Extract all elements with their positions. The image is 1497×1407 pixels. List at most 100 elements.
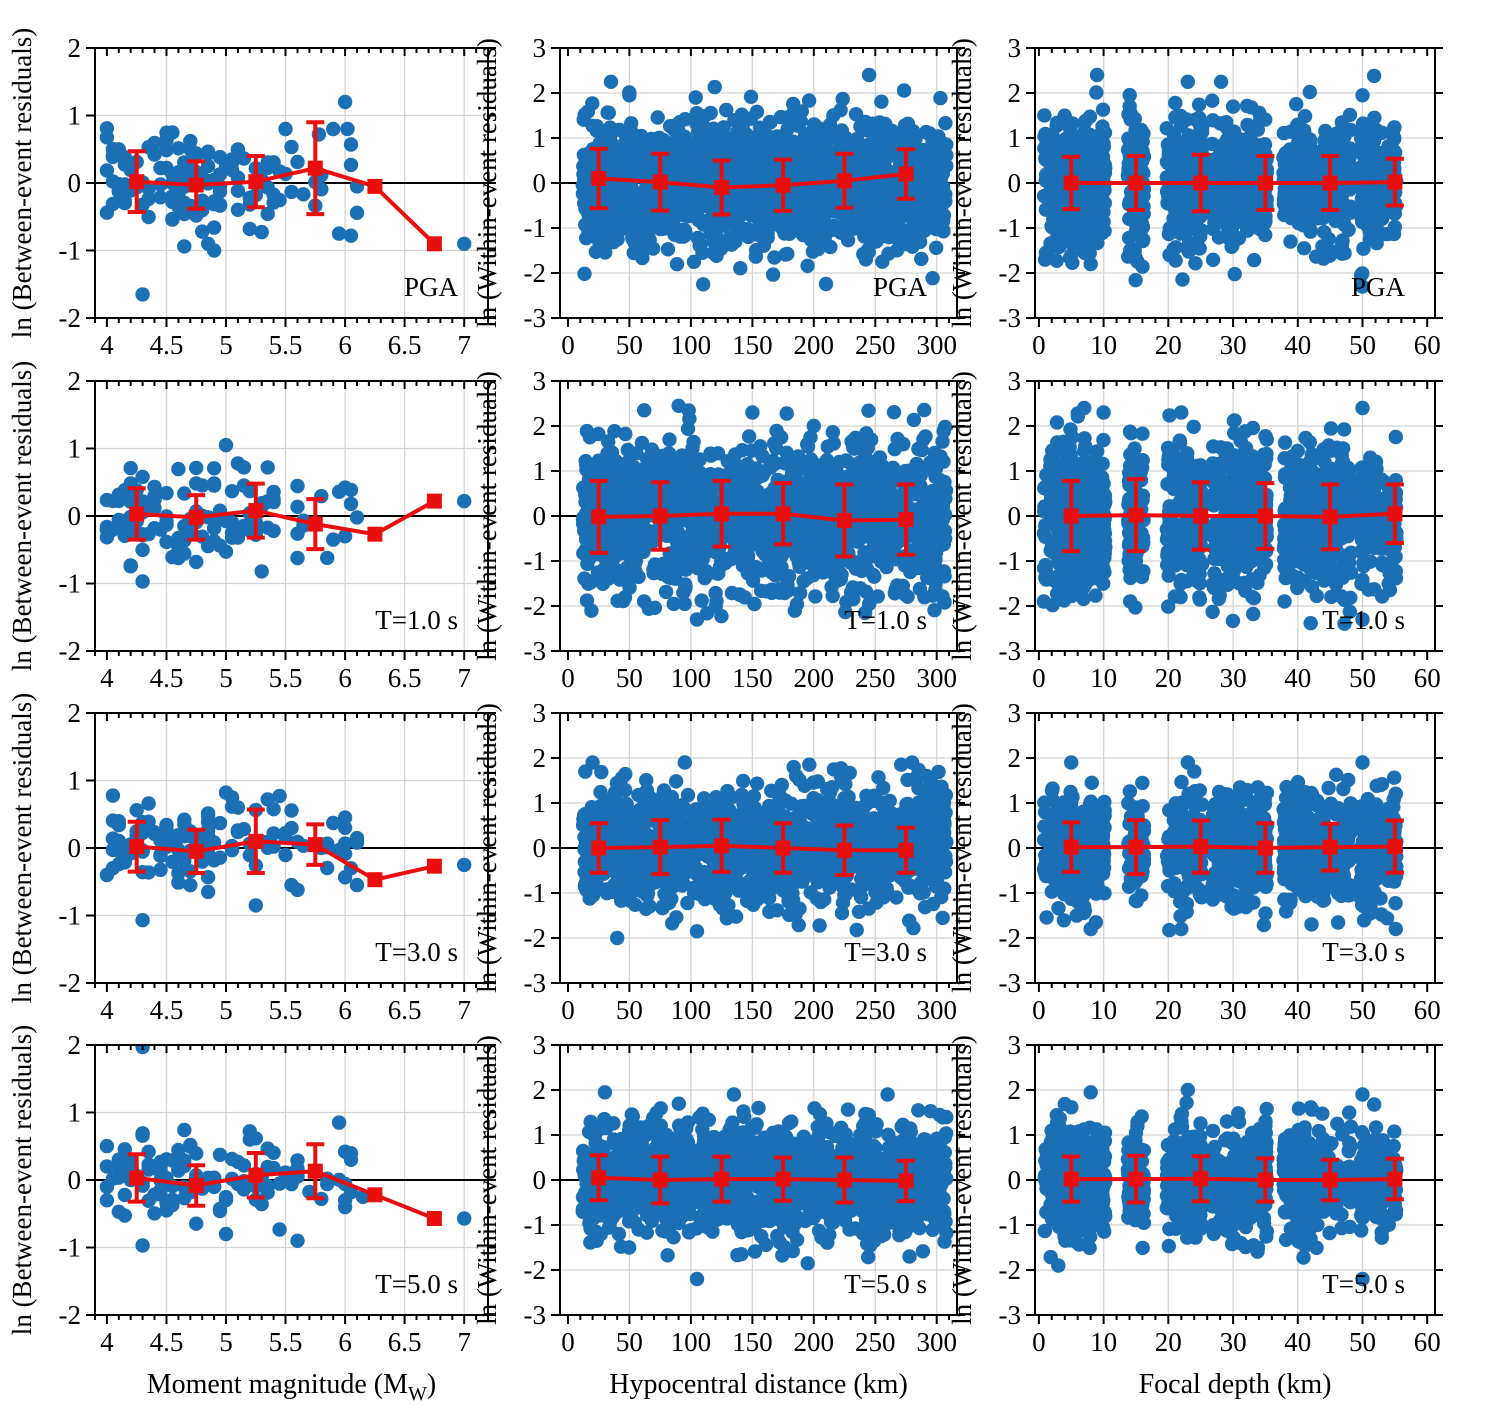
y-axis-label: ln (Within-event residuals) [947, 703, 977, 993]
mean-marker [652, 174, 668, 190]
mean-marker [1193, 508, 1209, 524]
mean-series [589, 146, 915, 217]
panel-tag: T=5.0 s [375, 1269, 458, 1299]
svg-text:1: 1 [1008, 123, 1022, 153]
mean-marker [898, 512, 914, 528]
mean-marker [775, 1171, 791, 1187]
x-tick-labels: 4 4.5 5 5.5 6 6.5 7 [100, 995, 471, 1025]
y-axis-label: ln (Within-event residuals) [472, 38, 502, 328]
svg-text:-1: -1 [59, 569, 82, 599]
mean-marker [426, 236, 442, 252]
mean-marker [426, 493, 442, 509]
svg-text:2: 2 [533, 78, 547, 108]
svg-text:3: 3 [1008, 33, 1022, 63]
x-tick-labels: 0 50 100 150 200 250 300 [561, 1327, 957, 1357]
mean-series [589, 817, 915, 877]
svg-text:4.5: 4.5 [150, 330, 184, 360]
svg-text:6.5: 6.5 [388, 663, 422, 693]
panel-tag: T=5.0 s [844, 1269, 927, 1299]
svg-text:0: 0 [533, 168, 547, 198]
mean-marker [1387, 174, 1403, 190]
scatter-points [575, 1085, 954, 1287]
panel-pga-magnitude: 4 4.5 5 5.5 6 6.5 7 -2 -1 0 1 2 PGA ln (Between-event… [7, 28, 496, 360]
mean-marker [775, 506, 791, 522]
panel-tag: T=1.0 s [375, 605, 458, 635]
svg-text:60: 60 [1414, 330, 1441, 360]
mean-marker [591, 171, 607, 186]
mean-series [127, 1142, 442, 1226]
mean-marker [837, 1172, 852, 1188]
panel-tag: T=1.0 s [844, 605, 927, 635]
y-axis-label: ln (Between-event residuals) [7, 28, 37, 338]
mean-marker [188, 1177, 204, 1193]
axis-ticks [551, 380, 965, 660]
mean-marker [1257, 1172, 1273, 1188]
axis-ticks [1026, 1044, 1443, 1324]
panel-tag: PGA [873, 272, 928, 302]
y-axis-label: ln (Within-event residuals) [947, 38, 977, 328]
panel-tag: T=1.0 s [1322, 605, 1405, 635]
y-axis-label: ln (Within-event residuals) [947, 1035, 977, 1325]
scatter-points [99, 94, 472, 302]
mean-marker [426, 858, 442, 874]
mean-series [127, 807, 442, 888]
mean-marker [307, 1163, 323, 1179]
mean-marker [1387, 1171, 1403, 1187]
mean-marker [307, 160, 323, 176]
mean-marker [248, 503, 264, 519]
svg-text:-1: -1 [59, 236, 82, 266]
x-tick-labels: 4 4.5 5 5.5 6 6.5 7 [100, 1327, 471, 1357]
y-axis-label: ln (Between-event residuals) [7, 693, 37, 1003]
mean-series [589, 1153, 915, 1206]
axis-ticks [1026, 47, 1443, 327]
mean-marker [1193, 839, 1209, 855]
svg-text:250: 250 [855, 330, 896, 360]
x-tick-labels: 0 10 20 30 40 50 60 [1032, 330, 1441, 360]
mean-marker [367, 178, 383, 194]
scatter-points [99, 785, 472, 928]
mean-marker [129, 174, 145, 190]
mean-marker [129, 1170, 145, 1186]
y-axis-label: ln (Between-event residuals) [7, 1025, 37, 1335]
mean-marker [248, 833, 264, 849]
mean-marker [898, 166, 914, 182]
x-axis-label: Hypocentral distance (km) [609, 1369, 908, 1400]
svg-text:5: 5 [219, 663, 233, 693]
mean-marker [248, 1167, 264, 1183]
mean-marker [188, 177, 204, 193]
mean-series [1062, 1153, 1404, 1205]
svg-text:-3: -3 [999, 303, 1022, 333]
mean-marker [367, 872, 383, 888]
svg-text:0: 0 [68, 168, 82, 198]
mean-marker [591, 509, 607, 525]
x-tick-labels: 0 10 20 30 40 50 60 [1032, 1327, 1441, 1357]
svg-text:-2: -2 [999, 258, 1022, 288]
panel-tag: PGA [1351, 272, 1406, 302]
axis-ticks [86, 712, 496, 992]
scatter-points [575, 398, 954, 627]
svg-text:1: 1 [533, 123, 547, 153]
svg-text:6.5: 6.5 [388, 330, 422, 360]
mean-marker [1128, 839, 1144, 855]
mean-marker [1322, 175, 1338, 191]
mean-marker [591, 840, 607, 856]
mean-marker [591, 1170, 607, 1186]
svg-text:2: 2 [1008, 78, 1022, 108]
mean-marker [714, 838, 730, 854]
svg-text:300: 300 [916, 330, 957, 360]
mean-marker [1063, 839, 1079, 855]
mean-marker [426, 1211, 442, 1226]
mean-series [1062, 818, 1404, 877]
